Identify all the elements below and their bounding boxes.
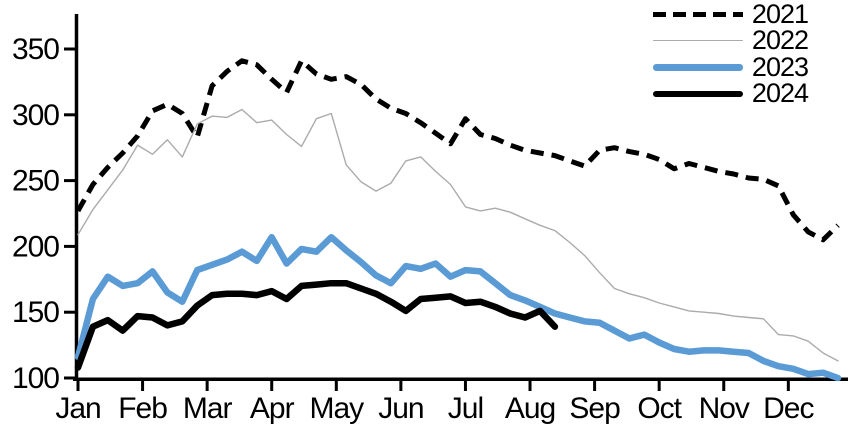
legend-item-2024: 2024	[652, 78, 809, 109]
legend-label-2023: 2023	[751, 51, 809, 82]
x-tick-label: Jul	[448, 392, 483, 425]
x-tick-label: Jan	[55, 392, 100, 425]
x-tick-label: Oct	[637, 392, 682, 425]
x-tick-label: Mar	[183, 392, 233, 425]
legend-line-black-2024	[652, 90, 743, 97]
series-line-2023	[74, 233, 842, 382]
legend: 2021 2022 2023 2024	[652, 0, 809, 109]
y-tick-label: 250	[12, 165, 59, 198]
y-tick-label: 300	[12, 99, 59, 132]
y-tick-labels: 100 150 200 250 300 350	[12, 33, 75, 395]
legend-label-2024: 2024	[751, 78, 809, 109]
x-tick-label: Sep	[569, 392, 620, 425]
legend-item-2021: 2021	[652, 0, 809, 29]
legend-item-2023: 2023	[652, 51, 809, 82]
x-tick-label: Aug	[505, 392, 555, 425]
x-tick-labels: Jan Feb Mar Apr May Jun Jul Aug Sep Oct Nov Dec	[55, 379, 815, 425]
legend-line-blue-2023	[652, 64, 743, 71]
x-tick-label: May	[309, 392, 364, 425]
x-tick-label: Nov	[699, 392, 750, 425]
y-tick-label: 350	[12, 33, 59, 66]
y-tick-label: 200	[12, 230, 59, 263]
x-tick-label: Feb	[118, 392, 167, 425]
series-line-2024	[74, 279, 559, 371]
legend-label-2022: 2022	[751, 25, 809, 56]
y-tick-label: 100	[12, 362, 59, 395]
series-line-2022	[77, 108, 839, 362]
x-tick-label: Apr	[250, 392, 295, 425]
y-tick-label: 150	[12, 296, 59, 329]
legend-label-2021: 2021	[751, 0, 809, 29]
series-line-2021	[75, 58, 840, 243]
axes	[73, 14, 848, 381]
legend-item-2022: 2022	[652, 25, 809, 56]
x-tick-label: Dec	[763, 392, 814, 425]
legend-line-thin-2022	[652, 40, 743, 42]
x-tick-label: Jun	[378, 392, 423, 425]
legend-line-dashed-2021	[652, 11, 743, 17]
